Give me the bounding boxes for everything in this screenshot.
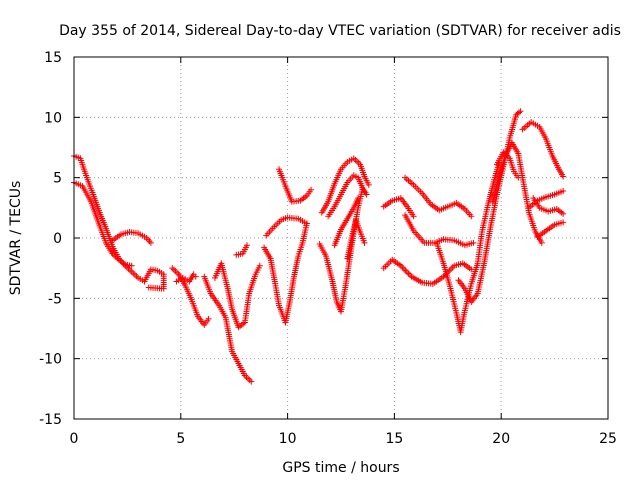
data-point (410, 213, 417, 220)
chart-title: Day 355 of 2014, Sidereal Day-to-day VTE… (59, 23, 621, 39)
data-point (145, 284, 152, 291)
grid-lines (74, 57, 608, 419)
series-arc-23 (455, 108, 524, 305)
series-arc-27 (525, 187, 567, 211)
series-arc-17 (344, 216, 368, 262)
x-axis-title: GPS time / hours (282, 460, 399, 476)
x-tick-label: 20 (492, 431, 510, 447)
series-arc-20 (402, 174, 475, 220)
series-arc-12 (276, 166, 315, 205)
y-tick-label: 5 (53, 171, 62, 187)
series-arc-4 (141, 266, 167, 292)
data-markers (71, 108, 567, 385)
series-arc-29 (530, 195, 567, 217)
data-point (256, 262, 263, 269)
series-arc-25 (493, 149, 522, 181)
x-tick-label: 10 (279, 431, 297, 447)
series-arc-15 (325, 172, 370, 220)
data-point (192, 273, 199, 280)
y-axis-title: SDTVAR / TECUs (8, 181, 24, 296)
series-arc-21 (402, 212, 477, 249)
series-arc-11 (263, 214, 310, 239)
data-point (405, 270, 412, 277)
data-point (303, 220, 310, 227)
data-point (517, 108, 524, 115)
data-point (365, 181, 372, 188)
series-arc-18 (380, 256, 475, 287)
series-arc-10 (261, 220, 310, 326)
series-arc-3 (109, 228, 154, 246)
series-arc-14 (318, 155, 372, 216)
y-tick-label: 10 (44, 110, 62, 126)
x-tick-label: 25 (599, 431, 617, 447)
series-arc-19 (380, 195, 417, 220)
data-point (308, 186, 315, 193)
data-point (560, 210, 567, 217)
series-arc-8 (211, 260, 263, 331)
data-point (470, 239, 477, 246)
data-point (538, 239, 545, 246)
data-point (516, 109, 522, 116)
data-point (128, 262, 135, 269)
data-point (400, 265, 407, 272)
x-tick-label: 5 (176, 431, 185, 447)
data-point (560, 187, 567, 194)
series-arc-1 (71, 152, 148, 285)
data-point (147, 239, 154, 246)
series-arc-5 (169, 265, 212, 328)
axis-ticks (73, 56, 609, 420)
data-point (399, 264, 406, 271)
series-arc-7 (201, 273, 255, 385)
y-tick-label: 0 (53, 231, 62, 247)
data-point (446, 267, 453, 274)
data-point (355, 195, 362, 202)
data-point (205, 315, 212, 322)
y-tick-label: 15 (44, 50, 62, 66)
series-arc-26 (519, 119, 567, 180)
y-tick-label: -15 (39, 412, 62, 428)
x-tick-label: 0 (70, 431, 79, 447)
y-tick-labels: -15 -10 -5 0 5 10 15 (39, 50, 62, 428)
x-tick-labels: 0 5 10 15 20 25 (70, 431, 617, 447)
x-tick-label: 15 (385, 431, 403, 447)
series-arc-16 (331, 195, 362, 249)
data-point (448, 265, 455, 272)
data-point (363, 191, 370, 198)
series-arc-9 (233, 242, 251, 258)
data-point (560, 219, 567, 226)
data-point (248, 378, 255, 385)
data-point (560, 173, 567, 180)
data-point (403, 268, 410, 275)
y-tick-label: -10 (39, 352, 62, 368)
data-point (402, 267, 409, 274)
series-arc-28 (534, 219, 567, 240)
series-arc-24 (489, 139, 545, 246)
data-point (361, 239, 368, 246)
data-point (515, 174, 522, 181)
y-tick-label: -5 (48, 291, 62, 307)
series-arc-6 (173, 271, 199, 285)
data-point (244, 242, 251, 249)
data-point (468, 213, 475, 220)
series-arc-22 (434, 160, 503, 336)
